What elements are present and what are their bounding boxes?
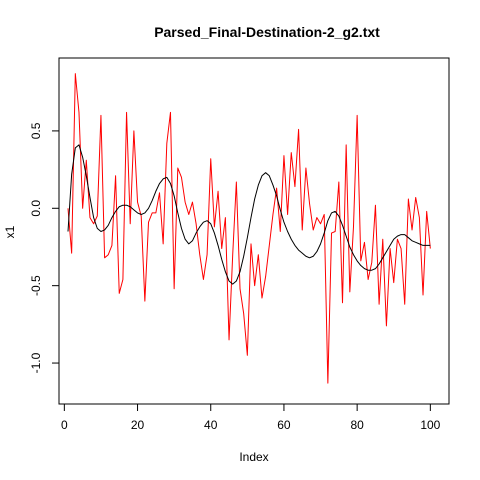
x-tick-label: 80 xyxy=(350,418,364,432)
x-axis-label: Index xyxy=(239,450,268,464)
y-tick-label: 0.5 xyxy=(29,122,43,139)
y-tick-label: -1.0 xyxy=(29,352,43,373)
x-tick-label: 60 xyxy=(277,418,291,432)
x-tick-label: 100 xyxy=(420,418,440,432)
x-axis: 0 20 40 60 80 100 xyxy=(61,403,441,432)
x-tick-label: 0 xyxy=(61,418,68,432)
series-line-raw xyxy=(67,73,431,384)
x-tick-label: 40 xyxy=(204,418,218,432)
y-axis: -1.0 -0.5 0.0 0.5 xyxy=(29,122,60,373)
series-layer xyxy=(67,73,431,384)
y-tick-label: 0.0 xyxy=(29,200,43,217)
y-axis-label: x1 xyxy=(3,225,17,238)
y-tick-label: -0.5 xyxy=(29,275,43,296)
series-line-smoothed xyxy=(67,144,431,285)
x-tick-label: 20 xyxy=(131,418,145,432)
chart-title: Parsed_Final-Destination-2_g2.txt xyxy=(154,24,380,40)
